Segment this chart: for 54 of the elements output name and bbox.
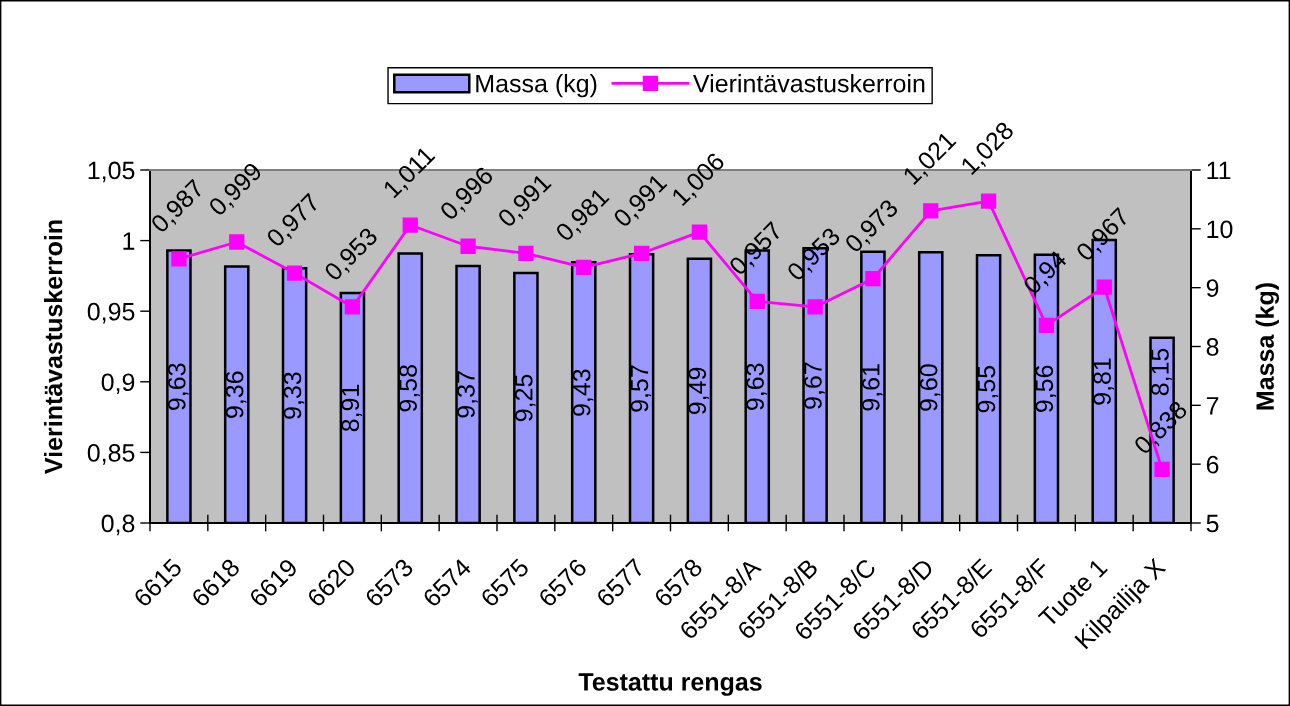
point [171, 251, 187, 267]
data-label: 9,49 [688, 367, 710, 415]
point [518, 245, 534, 261]
y2-tick-label: 9 [1206, 279, 1219, 297]
y-axis-title: Vierintävastuskerroin [44, 220, 63, 474]
point [344, 299, 361, 315]
data-label: 9,81 [1093, 358, 1114, 405]
data-label: 9,61 [861, 364, 883, 411]
data-label: 9,33 [283, 372, 305, 419]
point [286, 265, 303, 281]
point [576, 259, 592, 276]
legend-label: Massa (kg) [476, 74, 597, 98]
point [749, 293, 765, 309]
point [229, 234, 245, 250]
data-label: 9,67 [804, 362, 825, 409]
data-label: 8,15 [1151, 348, 1172, 396]
point [1154, 461, 1170, 477]
point [691, 224, 708, 240]
y-tick-label: 1,05 [88, 161, 135, 183]
data-label: 9,55 [977, 365, 999, 413]
data-label: 9,63 [167, 363, 189, 410]
point [460, 238, 476, 254]
data-label: 9,57 [630, 365, 652, 412]
y2-tick-label: 11 [1207, 161, 1231, 180]
x-axis-title: Testattu rengas [578, 673, 762, 696]
y-tick-label: 1 [123, 232, 135, 250]
y-tick-label: 0,8 [101, 514, 135, 536]
data-label: 9,58 [399, 365, 420, 412]
legend-label: Vierintävastuskerroin [693, 74, 925, 93]
y-tick-label: 0,9 [101, 373, 135, 395]
point [923, 203, 939, 219]
y2-axis-title: Massa (kg) [1255, 283, 1280, 410]
data-label: 9,36 [225, 371, 247, 418]
data-label: 9,56 [1035, 365, 1057, 413]
point [1096, 279, 1112, 295]
y2-tick-label: 8 [1206, 338, 1219, 356]
point [980, 193, 997, 209]
point [633, 245, 650, 261]
data-label: 9,25 [514, 374, 536, 422]
y2-tick-label: 10 [1207, 220, 1233, 239]
point [865, 271, 881, 287]
y2-tick-label: 5 [1206, 514, 1219, 533]
y2-tick-label: 6 [1206, 455, 1219, 474]
data-label: 9,43 [572, 369, 594, 416]
y-tick-label: 0,95 [87, 302, 135, 324]
y2-tick-label: 7 [1206, 397, 1219, 415]
data-label: 9,63 [746, 363, 767, 410]
data-label: 8,91 [341, 384, 363, 432]
data-label: 9,60 [919, 364, 941, 411]
point [402, 217, 418, 233]
point [1038, 317, 1055, 333]
data-label: 9,37 [457, 371, 478, 418]
y-tick-label: 0,85 [87, 444, 135, 465]
point [807, 299, 823, 315]
